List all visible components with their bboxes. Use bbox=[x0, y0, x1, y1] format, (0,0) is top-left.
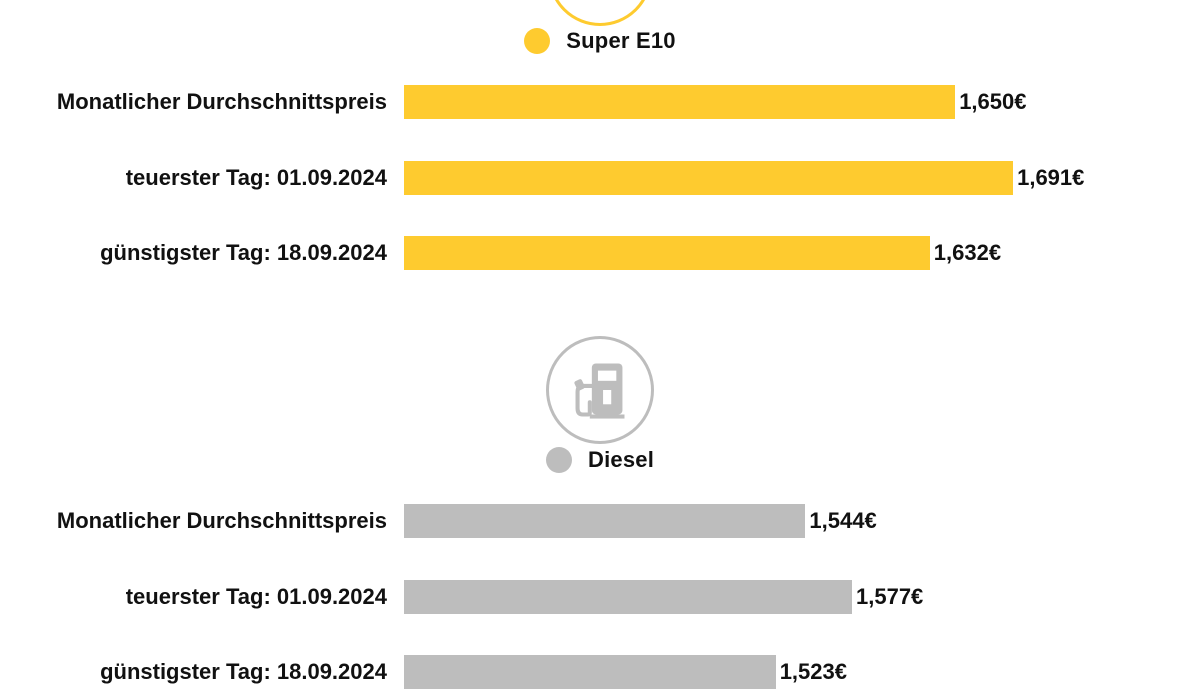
category-label: günstigster Tag: 18.09.2024 bbox=[100, 659, 387, 684]
legend-label: Super E10 bbox=[566, 28, 676, 53]
category-label: teuerster Tag: 01.09.2024 bbox=[125, 165, 387, 190]
fuel-pump-icon bbox=[548, 0, 652, 26]
data-label: 1,632€ bbox=[933, 240, 1002, 265]
legend: Super E10 bbox=[0, 26, 1200, 56]
legend: Diesel bbox=[0, 445, 1200, 475]
data-label: 1,544€ bbox=[809, 508, 877, 533]
legend-swatch bbox=[524, 28, 551, 54]
data-label: 1,523€ bbox=[779, 659, 847, 684]
data-label: 1,577€ bbox=[856, 584, 924, 609]
legend-swatch bbox=[545, 447, 572, 473]
bar bbox=[404, 655, 776, 689]
bar-row-cheapest: günstigster Tag: 18.09.2024 1,523€ bbox=[0, 654, 1200, 690]
data-label: 1,650€ bbox=[959, 89, 1027, 114]
category-label: Monatlicher Durchschnittspreis bbox=[56, 508, 387, 533]
category-label: günstigster Tag: 18.09.2024 bbox=[100, 240, 387, 265]
data-label: 1,691€ bbox=[1017, 165, 1085, 190]
chart-diesel: Diesel Monatlicher Durchschnittspreis 1,… bbox=[0, 300, 1200, 689]
legend-label: Diesel bbox=[587, 447, 655, 472]
category-label: Monatlicher Durchschnittspreis bbox=[56, 89, 387, 114]
bar bbox=[404, 85, 956, 119]
bar-row-cheapest: günstigster Tag: 18.09.2024 1,632€ bbox=[0, 235, 1200, 271]
bar-row-most-expensive: teuerster Tag: 01.09.2024 1,691€ bbox=[0, 160, 1200, 196]
bar bbox=[404, 161, 1014, 195]
bar bbox=[404, 236, 930, 270]
bar bbox=[404, 504, 806, 538]
bar-row-average: Monatlicher Durchschnittspreis 1,650€ bbox=[0, 84, 1200, 120]
category-label: teuerster Tag: 01.09.2024 bbox=[125, 584, 387, 609]
bar-row-most-expensive: teuerster Tag: 01.09.2024 1,577€ bbox=[0, 579, 1200, 615]
fuel-pump-icon bbox=[546, 336, 654, 444]
bar bbox=[404, 580, 852, 614]
bar-row-average: Monatlicher Durchschnittspreis 1,544€ bbox=[0, 503, 1200, 539]
chart-super-e10: Super E10 Monatlicher Durchschnittspreis… bbox=[0, 0, 1200, 300]
